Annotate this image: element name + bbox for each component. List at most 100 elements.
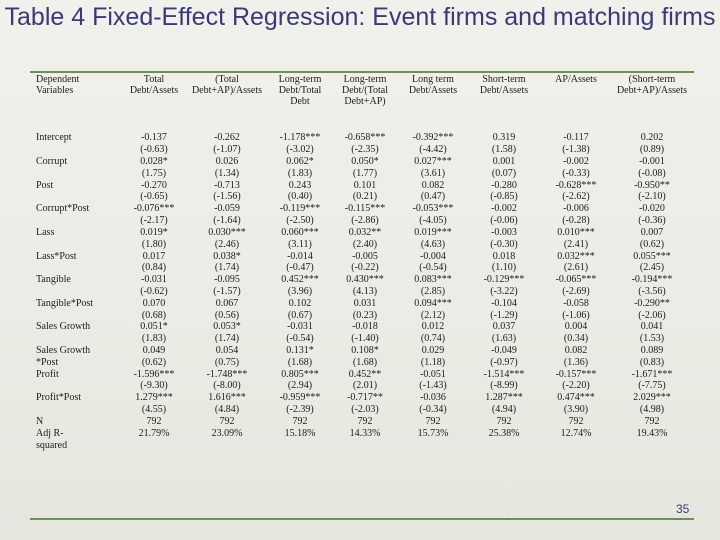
table-cell: (1.36) bbox=[563, 356, 589, 368]
table-row: Intercept -0.137 -0.262 -1.178*** -0.658*** -… bbox=[36, 132, 692, 144]
table-cell: -0.051 bbox=[420, 368, 446, 380]
table-cell: 0.083*** bbox=[414, 274, 452, 286]
table-cell: (0.56) bbox=[214, 309, 240, 321]
table-cell: 21.79% bbox=[138, 427, 170, 439]
table-cell: 14.33% bbox=[349, 427, 381, 439]
table-cell: (0.75) bbox=[214, 356, 240, 368]
table-cell: (2.85) bbox=[420, 285, 446, 297]
table-row: Corrupt*Post -0.076*** -0.059 -0.119*** -0.1… bbox=[36, 203, 692, 215]
table-cell: 792 bbox=[146, 415, 162, 427]
table-cell: -0.280 bbox=[491, 179, 517, 191]
table-cell: (-0.85) bbox=[490, 191, 518, 203]
table-row: (1.83) (1.74) (-0.54) (-1.40) (0.74) (1.63) (0… bbox=[36, 333, 692, 345]
table-cell: 0.019*** bbox=[414, 226, 452, 238]
table-cell: (-0.34) bbox=[419, 404, 447, 416]
table-cell: (-0.54) bbox=[419, 262, 447, 274]
table-cell: 0.004 bbox=[564, 321, 588, 333]
column-header: Dependent Variables bbox=[36, 74, 80, 96]
table-cell: 0.051* bbox=[140, 321, 168, 333]
table-cell: 0.010*** bbox=[557, 226, 595, 238]
table-cell: 0.028* bbox=[140, 156, 168, 168]
table-row: (-2.17) (-1.64) (-2.50) (-2.86) (-4.05) (-0.0… bbox=[36, 215, 692, 227]
table-cell: -0.053*** bbox=[412, 203, 454, 215]
table-row: (0.84) (1.74) (-0.47) (-0.22) (-0.54) (1.10) (… bbox=[36, 262, 692, 274]
table-cell: 0.012 bbox=[421, 321, 445, 333]
table-cell: 0.060*** bbox=[281, 226, 319, 238]
table-cell: (-3.56) bbox=[638, 285, 666, 297]
table-cell: 0.007 bbox=[640, 226, 664, 238]
table-cell: 0.027*** bbox=[414, 156, 452, 168]
table-cell: (1.80) bbox=[141, 238, 167, 250]
table-cell: (3.11) bbox=[288, 238, 312, 250]
table-cell: (2.61) bbox=[563, 262, 589, 274]
row-label: Sales Growth bbox=[36, 321, 91, 333]
row-label: Lass*Post bbox=[36, 250, 77, 262]
table-cell: (-2.03) bbox=[351, 404, 379, 416]
table-cell: -0.002 bbox=[491, 203, 517, 215]
table-cell: 0.037 bbox=[492, 321, 516, 333]
table-cell: 792 bbox=[357, 415, 373, 427]
table-cell: 0.082 bbox=[564, 345, 588, 357]
table-cell: -0.658*** bbox=[344, 132, 386, 144]
row-label: Corrupt bbox=[36, 156, 68, 168]
table-cell: (2.46) bbox=[214, 238, 240, 250]
table-row: (1.75) (1.34) (1.83) (1.77) (3.61) (0.07) (-0.… bbox=[36, 167, 692, 179]
table-cell: 0.017 bbox=[142, 250, 166, 262]
table-cell: (-2.20) bbox=[562, 380, 590, 392]
table-cell: -0.036 bbox=[420, 392, 446, 404]
table-row: Lass*Post 0.017 0.038* -0.014 -0.005 -0.004 0.… bbox=[36, 250, 692, 262]
row-label: *Post bbox=[36, 356, 59, 368]
table-cell: (1.68) bbox=[352, 356, 378, 368]
table-cell: (2.12) bbox=[420, 309, 446, 321]
table-cell: (1.10) bbox=[491, 262, 517, 274]
table-cell: 0.452** bbox=[348, 368, 382, 380]
table-cell: (-3.02) bbox=[286, 144, 314, 156]
column-header: Long-term Debt/(Total Debt+AP) bbox=[342, 74, 388, 107]
table-cell: 0.131* bbox=[286, 345, 314, 357]
table-cell: (-1.38) bbox=[562, 144, 590, 156]
table-cell: (-0.65) bbox=[140, 191, 168, 203]
table-cell: -0.003 bbox=[491, 226, 517, 238]
table-bottom-rule bbox=[30, 518, 694, 520]
table-cell: (3.61) bbox=[420, 167, 446, 179]
table-row: (4.55) (4.84) (-2.39) (-2.03) (-0.34) (4.94) (… bbox=[36, 404, 692, 416]
table-cell: 792 bbox=[644, 415, 660, 427]
table-cell: (3.96) bbox=[287, 285, 313, 297]
table-cell: (4.63) bbox=[420, 238, 446, 250]
table-cell: (-2.35) bbox=[351, 144, 379, 156]
table-cell: -0.018 bbox=[352, 321, 378, 333]
table-cell: (1.83) bbox=[287, 167, 313, 179]
table-cell: (-7.75) bbox=[638, 380, 666, 392]
table-cell: (1.77) bbox=[352, 167, 378, 179]
table-row: Corrupt 0.028* 0.026 0.062* 0.050* 0.027*** 0.… bbox=[36, 156, 692, 168]
column-header: Total Debt/Assets bbox=[129, 74, 179, 96]
table-cell: -0.117 bbox=[563, 132, 589, 144]
column-header: Long-term Debt/Total Debt bbox=[278, 74, 322, 107]
table-cell: (2.40) bbox=[352, 238, 378, 250]
table-cell: (-2.62) bbox=[562, 191, 590, 203]
table-cell: 0.101 bbox=[353, 179, 377, 191]
table-cell: 0.474*** bbox=[557, 392, 595, 404]
table-cell: (-1.06) bbox=[562, 309, 590, 321]
table-cell: (2.01) bbox=[352, 380, 378, 392]
row-label: Tangible bbox=[36, 274, 71, 286]
table-cell: 0.202 bbox=[640, 132, 664, 144]
table-cell: -0.290** bbox=[634, 297, 670, 309]
table-cell: -0.959*** bbox=[279, 392, 321, 404]
table-cell: 0.054 bbox=[215, 345, 239, 357]
row-label: Intercept bbox=[36, 132, 72, 144]
table-cell: 0.430*** bbox=[346, 274, 384, 286]
table-cell: -0.005 bbox=[352, 250, 378, 262]
table-row: squared bbox=[36, 439, 692, 451]
table-cell: -0.059 bbox=[214, 203, 240, 215]
table-cell: (1.75) bbox=[141, 167, 167, 179]
table-cell: (-8.99) bbox=[490, 380, 518, 392]
table-cell: (0.21) bbox=[352, 191, 378, 203]
row-label: Corrupt*Post bbox=[36, 203, 90, 215]
table-cell: (1.83) bbox=[141, 333, 167, 345]
table-cell: -0.076*** bbox=[133, 203, 175, 215]
table-cell: (1.74) bbox=[214, 333, 240, 345]
table-cell: (-8.00) bbox=[213, 380, 241, 392]
table-cell: 25.38% bbox=[488, 427, 520, 439]
table-cell: (0.40) bbox=[287, 191, 313, 203]
